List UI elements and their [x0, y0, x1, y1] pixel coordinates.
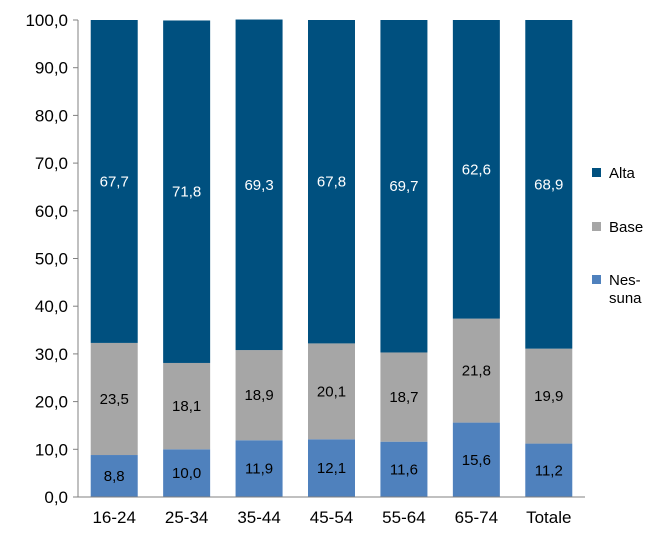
x-category-label: 55-64	[382, 508, 425, 527]
bar-segment	[308, 20, 355, 344]
bar-segment	[90, 342, 138, 456]
y-axis: 0,0 10,0 20,0 30,0 40,0 50,0 60,0 70,0 80,0 90,0 1…	[25, 11, 79, 507]
legend-label: Nes-	[609, 272, 641, 289]
y-tick-label: 80,0	[35, 106, 68, 125]
bar-data-label: 62,6	[462, 161, 491, 178]
bar-segment	[235, 440, 283, 497]
bar-segment	[525, 348, 573, 444]
legend-swatch	[592, 168, 601, 177]
bar-data-label: 12,1	[317, 460, 346, 477]
y-tick-label: 50,0	[35, 250, 68, 269]
y-tick-label: 70,0	[35, 154, 68, 173]
bar-segment	[380, 352, 428, 442]
bar-segment	[452, 318, 500, 423]
x-category-label: 45-54	[310, 508, 353, 527]
bar-segment	[525, 20, 573, 349]
bar-data-label: 21,8	[462, 363, 491, 380]
y-tick-label: 10,0	[35, 440, 68, 459]
bar-segment	[163, 449, 211, 497]
bar-data-label: 20,1	[317, 383, 346, 400]
bar-data-label: 18,1	[172, 398, 201, 415]
y-tick-label: 90,0	[35, 59, 68, 78]
bar-segment	[380, 20, 428, 353]
bar-data-label: 67,7	[100, 173, 129, 190]
bar-segment	[525, 443, 573, 497]
bar-segment	[452, 422, 500, 497]
legend-label: Base	[609, 219, 643, 236]
legend: Alta Base Nes-suna	[592, 165, 643, 307]
bar-segment	[235, 350, 283, 441]
y-tick-label: 100,0	[25, 11, 68, 30]
legend-swatch	[592, 275, 601, 284]
x-category-label: Totale	[526, 508, 571, 527]
bar-data-label: 23,5	[100, 391, 129, 408]
bar-segment	[235, 19, 283, 351]
bar-data-label: 11,9	[245, 461, 273, 478]
bar-segment	[90, 20, 138, 343]
y-tick-label: 20,0	[35, 393, 68, 412]
bar-segment	[380, 441, 428, 497]
bar-segment	[90, 455, 138, 497]
bar-data-label: 19,9	[534, 388, 563, 405]
bar-segment	[163, 362, 211, 450]
legend-swatch	[592, 222, 601, 231]
x-category-label: 16-24	[92, 508, 135, 527]
legend-label: suna	[609, 290, 642, 307]
y-tick-label: 0,0	[44, 488, 68, 507]
bar-data-label: 15,6	[462, 452, 491, 469]
y-tick-label: 40,0	[35, 297, 68, 316]
bar-data-label: 8,8	[104, 468, 125, 485]
x-category-label: 65-74	[455, 508, 498, 527]
bar-data-label: 11,6	[390, 461, 418, 478]
bar-data-label: 71,8	[172, 184, 201, 201]
x-category-label: 35-44	[237, 508, 280, 527]
bar-data-label: 18,7	[389, 389, 418, 406]
legend-label: Alta	[609, 165, 636, 182]
bar-data-label: 69,3	[244, 177, 273, 194]
bars-group: 8,8 23,5 67,7 10,0 18,1 71,8 11,9 18,9 69,3 12,1 2…	[90, 19, 573, 497]
x-axis: 16-24 25-34 35-44 45-54 55-64 65-74 Totale	[78, 496, 585, 527]
bar-data-label: 10,0	[172, 465, 201, 482]
bar-segment	[163, 20, 211, 363]
bar-data-label: 69,7	[389, 178, 418, 195]
bar-segment	[452, 20, 500, 319]
bar-segment	[308, 439, 355, 497]
bar-data-label: 18,9	[244, 387, 273, 404]
bar-data-label: 11,2	[535, 462, 563, 479]
y-tick-label: 60,0	[35, 202, 68, 221]
bar-data-label: 67,8	[317, 174, 346, 191]
x-category-label: 25-34	[165, 508, 208, 527]
bar-data-label: 68,9	[534, 176, 563, 193]
y-tick-label: 30,0	[35, 345, 68, 364]
bar-segment	[308, 343, 355, 440]
